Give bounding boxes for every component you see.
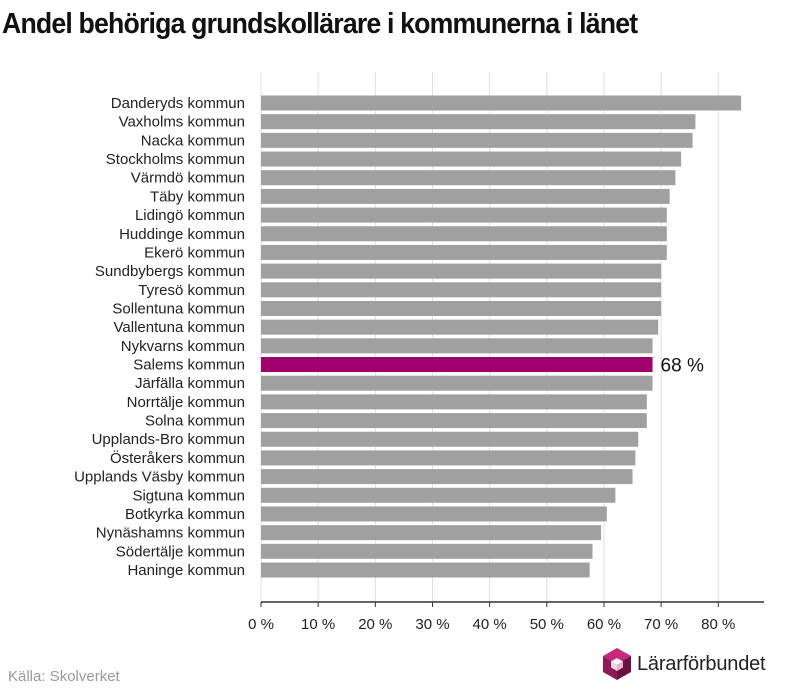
bar [261,469,633,485]
annotations: 68 % [661,356,704,377]
x-tick-label: 80 % [701,616,735,633]
category-label: Värmdö kommun [131,170,245,187]
category-label: Lidingö kommun [135,207,245,224]
bar [261,282,662,298]
category-label: Järfälla kommun [135,375,245,392]
x-tick-label: 10 % [301,616,335,633]
category-label: Nacka kommun [141,132,245,149]
x-axis: 0 % 10 % 20 % 30 % 40 % 50 % 60 % 70 % 80 % [248,601,764,633]
category-label: Salems kommun [133,357,245,374]
bar [261,450,636,466]
category-label: Botkyrka kommun [125,506,245,523]
bar [261,188,670,204]
bar-highlighted [261,357,653,373]
category-label: Sollentuna kommun [112,300,245,317]
value-label: 68 % [661,356,704,377]
x-tick-label: 40 % [473,616,507,633]
x-tick-label: 0 % [248,616,274,633]
cube-logo-icon [603,648,631,680]
bar [261,338,653,354]
x-tick-label: 60 % [587,616,621,633]
bar [261,95,742,111]
bar [261,431,639,447]
category-label: Nynäshamns kommun [96,525,245,542]
x-tick-label: 70 % [644,616,678,633]
category-label: Norrtälje kommun [127,394,245,411]
category-label: Ekerö kommun [144,244,245,261]
bar [261,300,662,316]
bar [261,394,647,410]
source-note: Källa: Skolverket [8,668,120,685]
bar [261,170,676,186]
bar [261,151,682,167]
category-label: Stockholms kommun [106,151,245,168]
category-label: Vallentuna kommun [114,319,245,336]
category-label: Nykvarns kommun [121,338,245,355]
category-label: Haninge kommun [127,562,245,579]
bar [261,525,602,541]
grid-lines [260,72,719,602]
category-label: Täby kommun [150,188,245,205]
bar [261,319,659,335]
category-label: Upplands-Bro kommun [92,431,245,448]
x-tick-label: 50 % [530,616,564,633]
category-label: Huddinge kommun [119,226,245,243]
bar [261,207,667,223]
logo-text: Lärarförbundet [637,652,766,675]
x-tick-label: 30 % [415,616,449,633]
bar [261,244,667,260]
category-label: Solna kommun [145,413,245,430]
bar [261,487,616,503]
bar [261,114,696,130]
bar [261,413,647,429]
bars [261,95,742,578]
category-label: Södertälje kommun [116,543,245,560]
brand-logo: Lärarförbundet [602,647,766,681]
category-label: Vaxholms kommun [119,114,245,131]
bar [261,263,662,279]
x-tick-label: 20 % [358,616,392,633]
category-label: Sundbybergs kommun [95,263,245,280]
category-label: Sigtuna kommun [132,487,245,504]
bar [261,543,593,559]
chart-title: Andel behöriga grundskollärare i kommune… [2,8,638,40]
category-label: Österåkers kommun [110,449,245,467]
category-label: Tyresö kommun [138,282,245,299]
bar [261,562,590,578]
bar [261,226,667,242]
bar [261,132,693,148]
category-label: Upplands Väsby kommun [74,469,245,486]
bar [261,375,653,391]
bar [261,506,607,522]
category-label: Danderyds kommun [111,95,245,112]
